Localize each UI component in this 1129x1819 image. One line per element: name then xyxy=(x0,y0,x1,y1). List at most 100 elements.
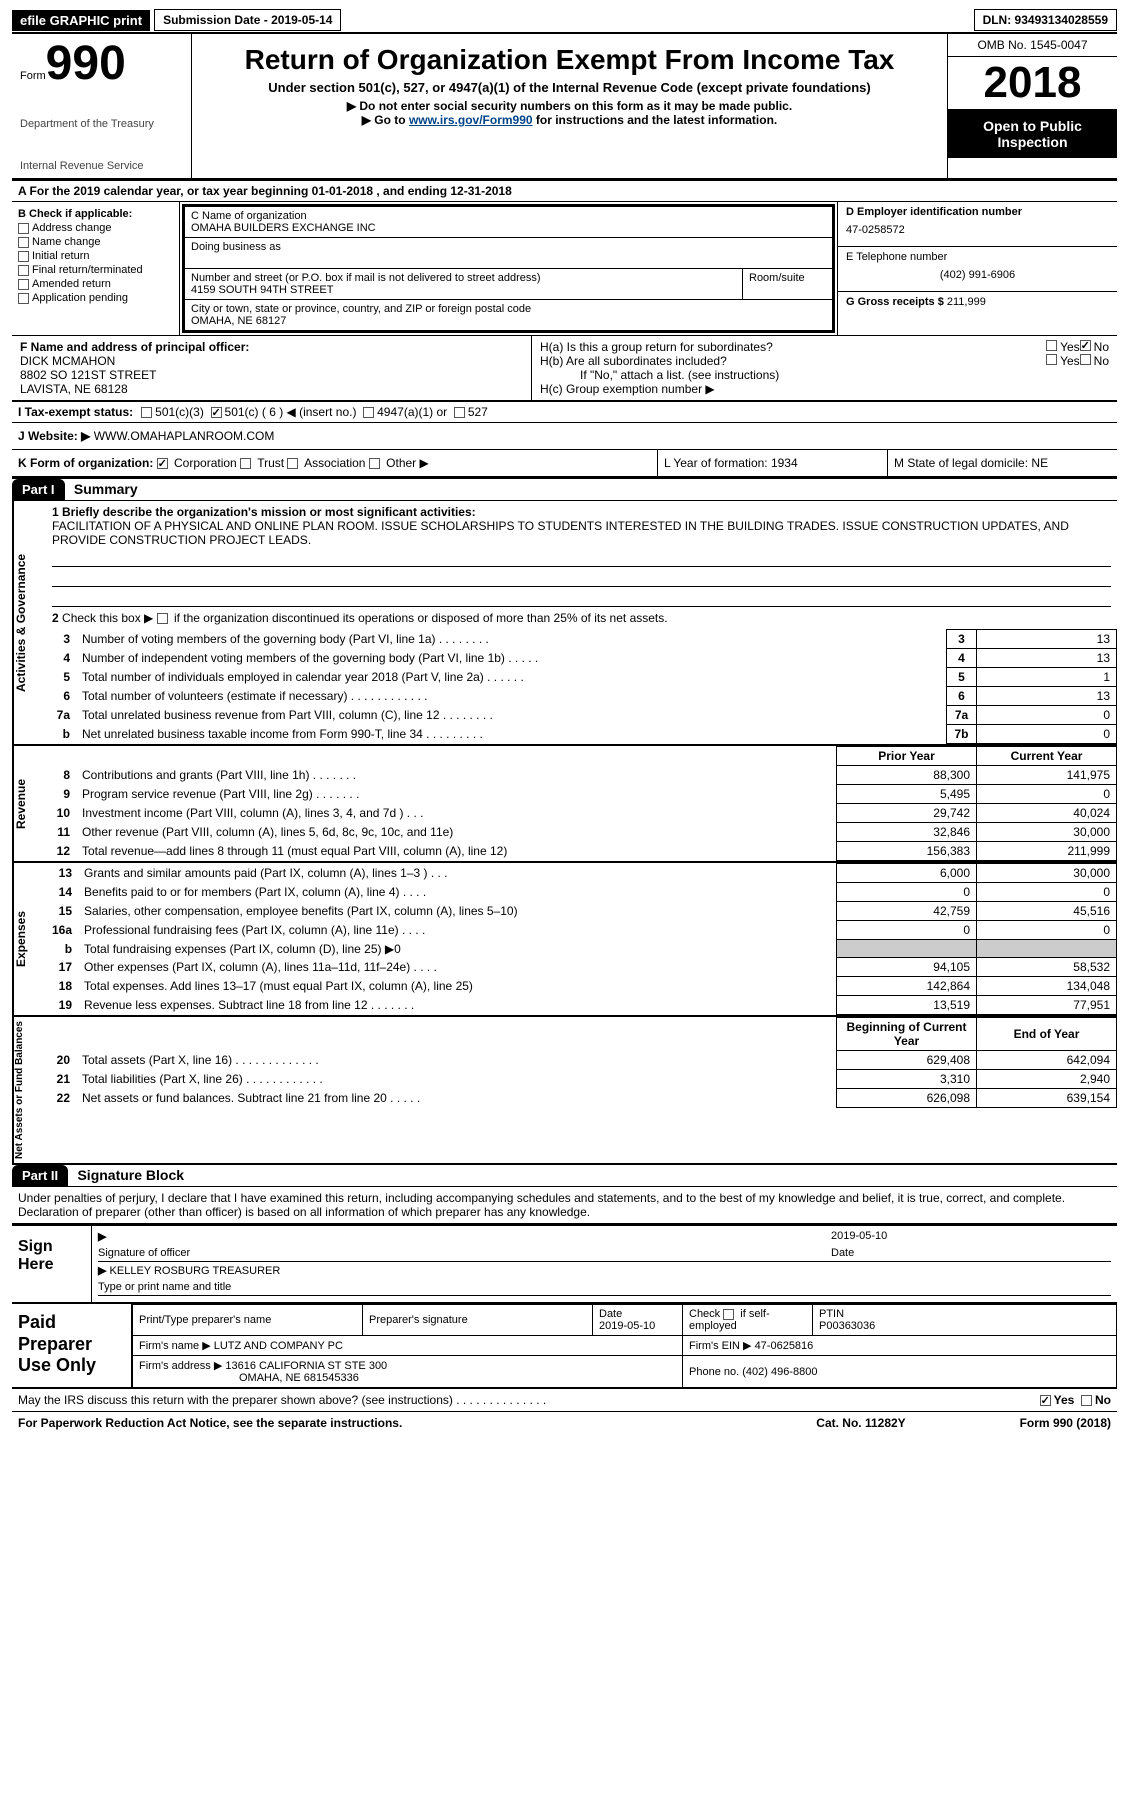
c-name-label: C Name of organization xyxy=(191,210,826,222)
ptin-label: PTIN xyxy=(819,1308,844,1320)
paid-preparer-label: Paid Preparer Use Only xyxy=(12,1304,132,1387)
telephone: (402) 991-6906 xyxy=(846,263,1109,287)
section-h: H(a) Is this a group return for subordin… xyxy=(532,336,1117,400)
officer-addr1: 8802 SO 121ST STREET xyxy=(20,368,523,382)
line-a: A For the 2019 calendar year, or tax yea… xyxy=(12,181,1117,202)
discuss-yes[interactable] xyxy=(1040,1395,1051,1406)
form-note2: ▶ Go to www.irs.gov/Form990 for instruct… xyxy=(208,113,931,127)
firm-addr2: OMAHA, NE 681545336 xyxy=(139,1372,676,1384)
gross-label: G Gross receipts $ xyxy=(846,296,944,308)
chk-discontinued[interactable] xyxy=(157,613,168,624)
expenses-table: 13Grants and similar amounts paid (Part … xyxy=(46,863,1117,1015)
website: WWW.OMAHAPLANROOM.COM xyxy=(94,429,275,443)
vlabel-governance: Activities & Governance xyxy=(12,501,46,744)
hb-note: If "No," attach a list. (see instruction… xyxy=(540,368,1109,382)
city: OMAHA, NE 68127 xyxy=(191,315,826,327)
discuss-no[interactable] xyxy=(1081,1395,1092,1406)
form-subtitle: Under section 501(c), 527, or 4947(a)(1)… xyxy=(208,80,931,95)
firm-name: LUTZ AND COMPANY PC xyxy=(214,1340,343,1352)
chk-501c[interactable] xyxy=(211,407,222,418)
firm-phone: (402) 496-8800 xyxy=(742,1366,817,1378)
hb-label: H(b) Are all subordinates included? xyxy=(540,354,1046,368)
prep-date: 2019-05-10 xyxy=(599,1320,655,1332)
dept-irs: Internal Revenue Service xyxy=(20,160,183,172)
street-label: Number and street (or P.O. box if mail i… xyxy=(191,272,736,284)
line2: 2 Check this box ▶ if the organization d… xyxy=(52,611,1111,625)
form990-link[interactable]: www.irs.gov/Form990 xyxy=(409,113,533,127)
officer-addr2: LAVISTA, NE 68128 xyxy=(20,382,523,396)
form-title: Return of Organization Exempt From Incom… xyxy=(208,44,931,76)
vlabel-expenses: Expenses xyxy=(12,863,46,1015)
type-name-label: Type or print name and title xyxy=(98,1279,1111,1296)
sign-here-label: Sign Here xyxy=(12,1226,92,1302)
hb-no[interactable] xyxy=(1080,354,1091,365)
section-k: K Form of organization: Corporation Trus… xyxy=(12,450,657,476)
section-i: I Tax-exempt status: 501(c)(3) 501(c) ( … xyxy=(12,401,1117,423)
sign-date: 2019-05-10 xyxy=(831,1230,1111,1243)
revenue-table: Prior YearCurrent Year8Contributions and… xyxy=(46,746,1117,861)
hb-yes[interactable] xyxy=(1046,354,1057,365)
firm-name-label: Firm's name ▶ xyxy=(139,1340,211,1352)
prep-sig-label: Preparer's signature xyxy=(363,1305,593,1336)
form-number: 990 xyxy=(46,37,126,90)
top-bar: efile GRAPHIC print Submission Date - 20… xyxy=(12,8,1117,34)
ptin: P00363036 xyxy=(819,1320,875,1332)
firm-ein-label: Firm's EIN ▶ xyxy=(689,1340,752,1352)
tax-year: 2018 xyxy=(948,57,1117,110)
room-label: Room/suite xyxy=(742,269,832,299)
prep-name-label: Print/Type preparer's name xyxy=(133,1305,363,1336)
chk-other[interactable] xyxy=(369,458,380,469)
chk-final-return[interactable]: Final return/terminated xyxy=(18,264,173,276)
year-formation: L Year of formation: 1934 xyxy=(657,450,887,476)
governance-table: 3Number of voting members of the governi… xyxy=(46,629,1117,744)
org-name: OMAHA BUILDERS EXCHANGE INC xyxy=(191,222,826,234)
chk-trust[interactable] xyxy=(240,458,251,469)
dln: DLN: 93493134028559 xyxy=(974,9,1117,31)
form-note1: ▶ Do not enter social security numbers o… xyxy=(208,99,931,113)
chk-corp[interactable] xyxy=(157,458,168,469)
pra-notice: For Paperwork Reduction Act Notice, see … xyxy=(18,1416,771,1430)
date-label: Date xyxy=(831,1247,1111,1259)
cat-no: Cat. No. 11282Y xyxy=(771,1416,951,1430)
discuss-row: May the IRS discuss this return with the… xyxy=(12,1389,1117,1412)
phone-label: Phone no. xyxy=(689,1366,739,1378)
chk-initial-return[interactable]: Initial return xyxy=(18,250,173,262)
chk-assoc[interactable] xyxy=(287,458,298,469)
part-i-tag: Part I xyxy=(12,479,65,500)
officer-name: DICK MCMAHON xyxy=(20,354,523,368)
form-word: Form xyxy=(20,70,46,82)
line1-label: 1 Briefly describe the organization's mi… xyxy=(52,505,1111,519)
firm-addr-label: Firm's address ▶ xyxy=(139,1360,222,1372)
ha-label: H(a) Is this a group return for subordin… xyxy=(540,340,1046,354)
ha-yes[interactable] xyxy=(1046,340,1057,351)
chk-name-change[interactable]: Name change xyxy=(18,236,173,248)
chk-amended[interactable]: Amended return xyxy=(18,278,173,290)
part-ii-title: Signature Block xyxy=(77,1167,184,1183)
open-public: Open to Public Inspection xyxy=(948,110,1117,158)
ha-no[interactable] xyxy=(1080,340,1091,351)
street: 4159 SOUTH 94TH STREET xyxy=(191,284,736,296)
omb-number: OMB No. 1545-0047 xyxy=(948,34,1117,57)
dba-label: Doing business as xyxy=(191,241,826,253)
self-employed-check[interactable]: Check if self-employed xyxy=(683,1305,813,1336)
b-label: B Check if applicable: xyxy=(18,208,173,220)
prep-date-label: Date xyxy=(599,1308,622,1320)
chk-527[interactable] xyxy=(454,407,465,418)
officer-signed-name: KELLEY ROSBURG TREASURER xyxy=(110,1265,281,1277)
d-label: D Employer identification number xyxy=(846,206,1109,218)
vlabel-netassets: Net Assets or Fund Balances xyxy=(12,1017,46,1163)
ein: 47-0258572 xyxy=(846,218,1109,242)
firm-addr1: 13616 CALIFORNIA ST STE 300 xyxy=(225,1360,387,1372)
part-i-title: Summary xyxy=(74,481,138,497)
chk-pending[interactable]: Application pending xyxy=(18,292,173,304)
chk-4947[interactable] xyxy=(363,407,374,418)
sig-officer-label: Signature of officer xyxy=(98,1247,831,1259)
city-label: City or town, state or province, country… xyxy=(191,303,826,315)
gross-receipts: 211,999 xyxy=(947,296,986,308)
section-f: F Name and address of principal officer:… xyxy=(12,336,532,400)
chk-address-change[interactable]: Address change xyxy=(18,222,173,234)
part-ii-tag: Part II xyxy=(12,1165,68,1186)
perjury-declaration: Under penalties of perjury, I declare th… xyxy=(12,1187,1117,1224)
chk-501c3[interactable] xyxy=(141,407,152,418)
form-footer: Form 990 (2018) xyxy=(951,1416,1111,1430)
